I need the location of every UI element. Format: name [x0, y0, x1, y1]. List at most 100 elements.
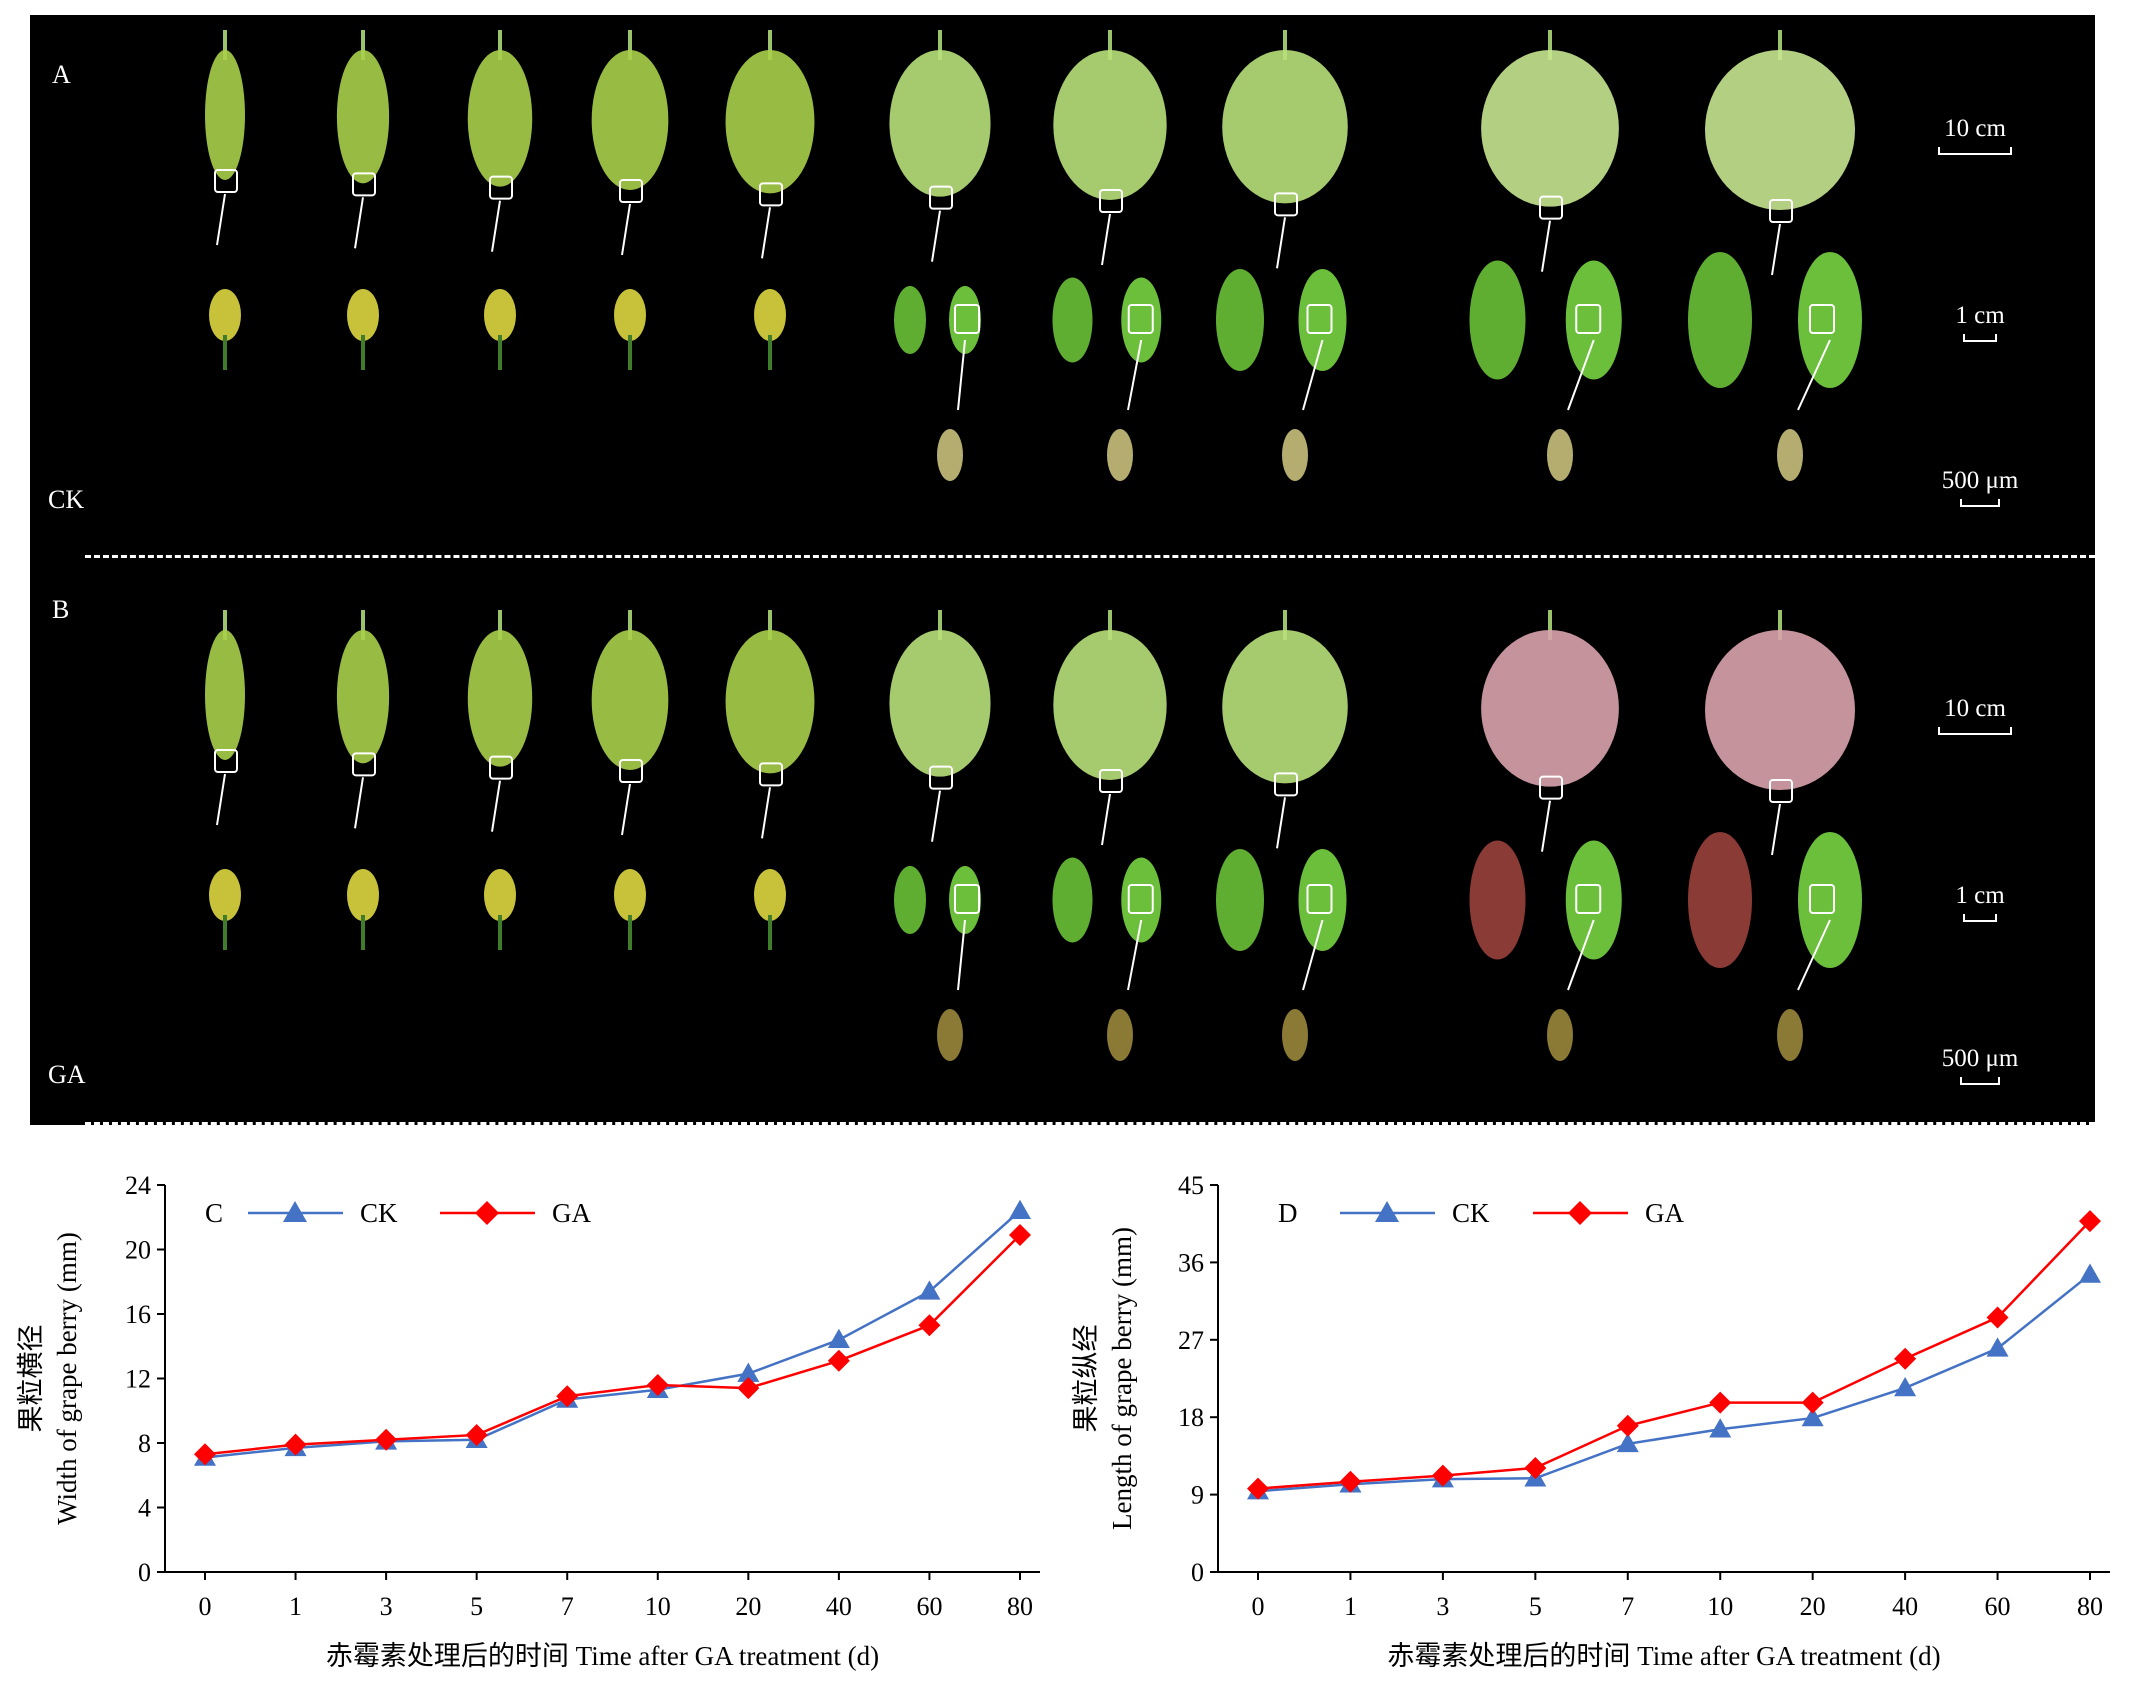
pointer-arrow	[1771, 223, 1781, 276]
flower	[484, 869, 516, 921]
data-point-ga	[1247, 1477, 1269, 1500]
legend-label-ga: GA	[552, 1198, 591, 1228]
scale-label: 10 cm	[1944, 115, 2006, 142]
highlight-box	[1769, 199, 1793, 223]
data-point-ga	[1009, 1223, 1031, 1246]
cut-berry	[1798, 252, 1862, 388]
x-tick-label: 1	[289, 1592, 302, 1621]
seed	[1107, 1009, 1133, 1061]
flower	[347, 289, 379, 341]
pointer-arrow	[1541, 800, 1551, 852]
data-point-ck	[1709, 1418, 1732, 1438]
highlight-box	[1769, 779, 1793, 803]
y-tick-label: 0	[1191, 1558, 1204, 1587]
pointer-arrow	[1276, 797, 1286, 849]
y-tick-label: 0	[138, 1558, 151, 1587]
data-point-ga	[1986, 1306, 2009, 1329]
highlight-box	[214, 749, 238, 773]
whole-berry	[1688, 832, 1752, 968]
series-line-ck	[1257, 1273, 2091, 1493]
grape-cluster	[591, 50, 669, 190]
pointer-arrow	[931, 790, 941, 842]
highlight-box	[1274, 192, 1298, 217]
pointer-arrow	[1797, 339, 1831, 411]
highlight-box	[759, 762, 783, 787]
x-tick-label: 3	[380, 1592, 393, 1621]
grape-development-photo	[30, 15, 2095, 1125]
cut-berry	[1565, 840, 1622, 960]
whole-berry	[1688, 252, 1752, 388]
data-point-ck	[1801, 1407, 1824, 1427]
pointer-arrow	[216, 193, 226, 246]
data-point-ga	[1524, 1456, 1547, 1479]
highlight-box	[1575, 304, 1602, 334]
pointer-arrow	[1567, 919, 1595, 991]
cut-berry	[1298, 269, 1347, 371]
pointer-arrow	[1302, 919, 1324, 991]
highlight-box	[1306, 884, 1333, 914]
x-tick-label: 60	[1985, 1592, 2011, 1621]
seed	[1107, 429, 1133, 481]
data-point-ga	[737, 1377, 760, 1400]
cut-berry	[949, 866, 981, 934]
x-tick-label: 1	[1344, 1592, 1357, 1621]
cut-berry	[1565, 260, 1622, 380]
pointer-arrow	[1797, 919, 1831, 991]
grape-cluster	[889, 50, 991, 197]
series-line-ck	[204, 1209, 1021, 1459]
chart-d-length: 0 9 18 27 36 45 0 1 3 5 7 10 20 40 60 80 赤霉素处理后的时间 Time …	[1071, 1171, 2110, 1671]
x-tick-label: 3	[1436, 1592, 1449, 1621]
pointer-arrow	[957, 339, 966, 411]
scale-label: 500 μm	[1941, 1045, 2019, 1072]
data-point-ga	[194, 1443, 216, 1466]
scale-bar-a-seed: 500 μm	[1925, 467, 2035, 507]
data-point-ga	[918, 1314, 941, 1337]
data-point-ga	[1339, 1470, 1362, 1493]
x-tick-label: 80	[1007, 1592, 1033, 1621]
highlight-box	[1809, 884, 1835, 914]
pointer-arrow	[1127, 339, 1143, 411]
highlight-box	[489, 755, 513, 780]
grape-cluster	[1705, 630, 1855, 790]
flower	[614, 289, 646, 341]
seed	[1282, 429, 1308, 481]
highlight-box	[489, 175, 513, 200]
flower	[347, 869, 379, 921]
x-tick-label: 40	[826, 1592, 852, 1621]
data-point-ck	[2079, 1263, 2101, 1283]
grape-cluster	[1222, 50, 1348, 204]
pointer-arrow	[1541, 220, 1551, 272]
highlight-box	[1274, 772, 1298, 797]
panel-divider-bottom	[85, 1122, 2095, 1125]
y-tick-label: 27	[1178, 1326, 1204, 1355]
x-tick-label: 5	[470, 1592, 483, 1621]
pointer-arrow	[1567, 339, 1595, 411]
seed	[1547, 1009, 1573, 1061]
grape-cluster	[889, 630, 991, 777]
x-tick-label: 5	[1529, 1592, 1542, 1621]
seed	[1282, 1009, 1308, 1061]
highlight-box	[759, 182, 783, 207]
grape-cluster	[336, 630, 390, 764]
grape-cluster	[1053, 630, 1167, 780]
highlight-box	[352, 172, 376, 197]
scale-label: 10 cm	[1944, 695, 2006, 722]
x-tick-label: 0	[199, 1592, 212, 1621]
data-point-ga	[375, 1428, 398, 1451]
grape-cluster	[467, 630, 533, 767]
highlight-box	[1127, 884, 1154, 914]
highlight-box	[352, 752, 376, 777]
panel-label-a: A	[52, 60, 71, 89]
chart-panel-label: D	[1278, 1198, 1298, 1228]
whole-berry	[894, 286, 926, 354]
highlight-box	[954, 884, 980, 914]
panel-label-b: B	[52, 595, 70, 624]
y-tick-label: 16	[125, 1300, 151, 1329]
highlight-box	[1539, 195, 1563, 220]
scale-bar-b-berry: 1 cm	[1940, 882, 2020, 922]
x-tick-label: 40	[1892, 1592, 1918, 1621]
highlight-box	[1539, 775, 1563, 800]
whole-berry	[894, 866, 926, 934]
y-axis-title-en: Length of grape berry (mm)	[1107, 1227, 1137, 1530]
x-tick-label: 20	[735, 1592, 761, 1621]
